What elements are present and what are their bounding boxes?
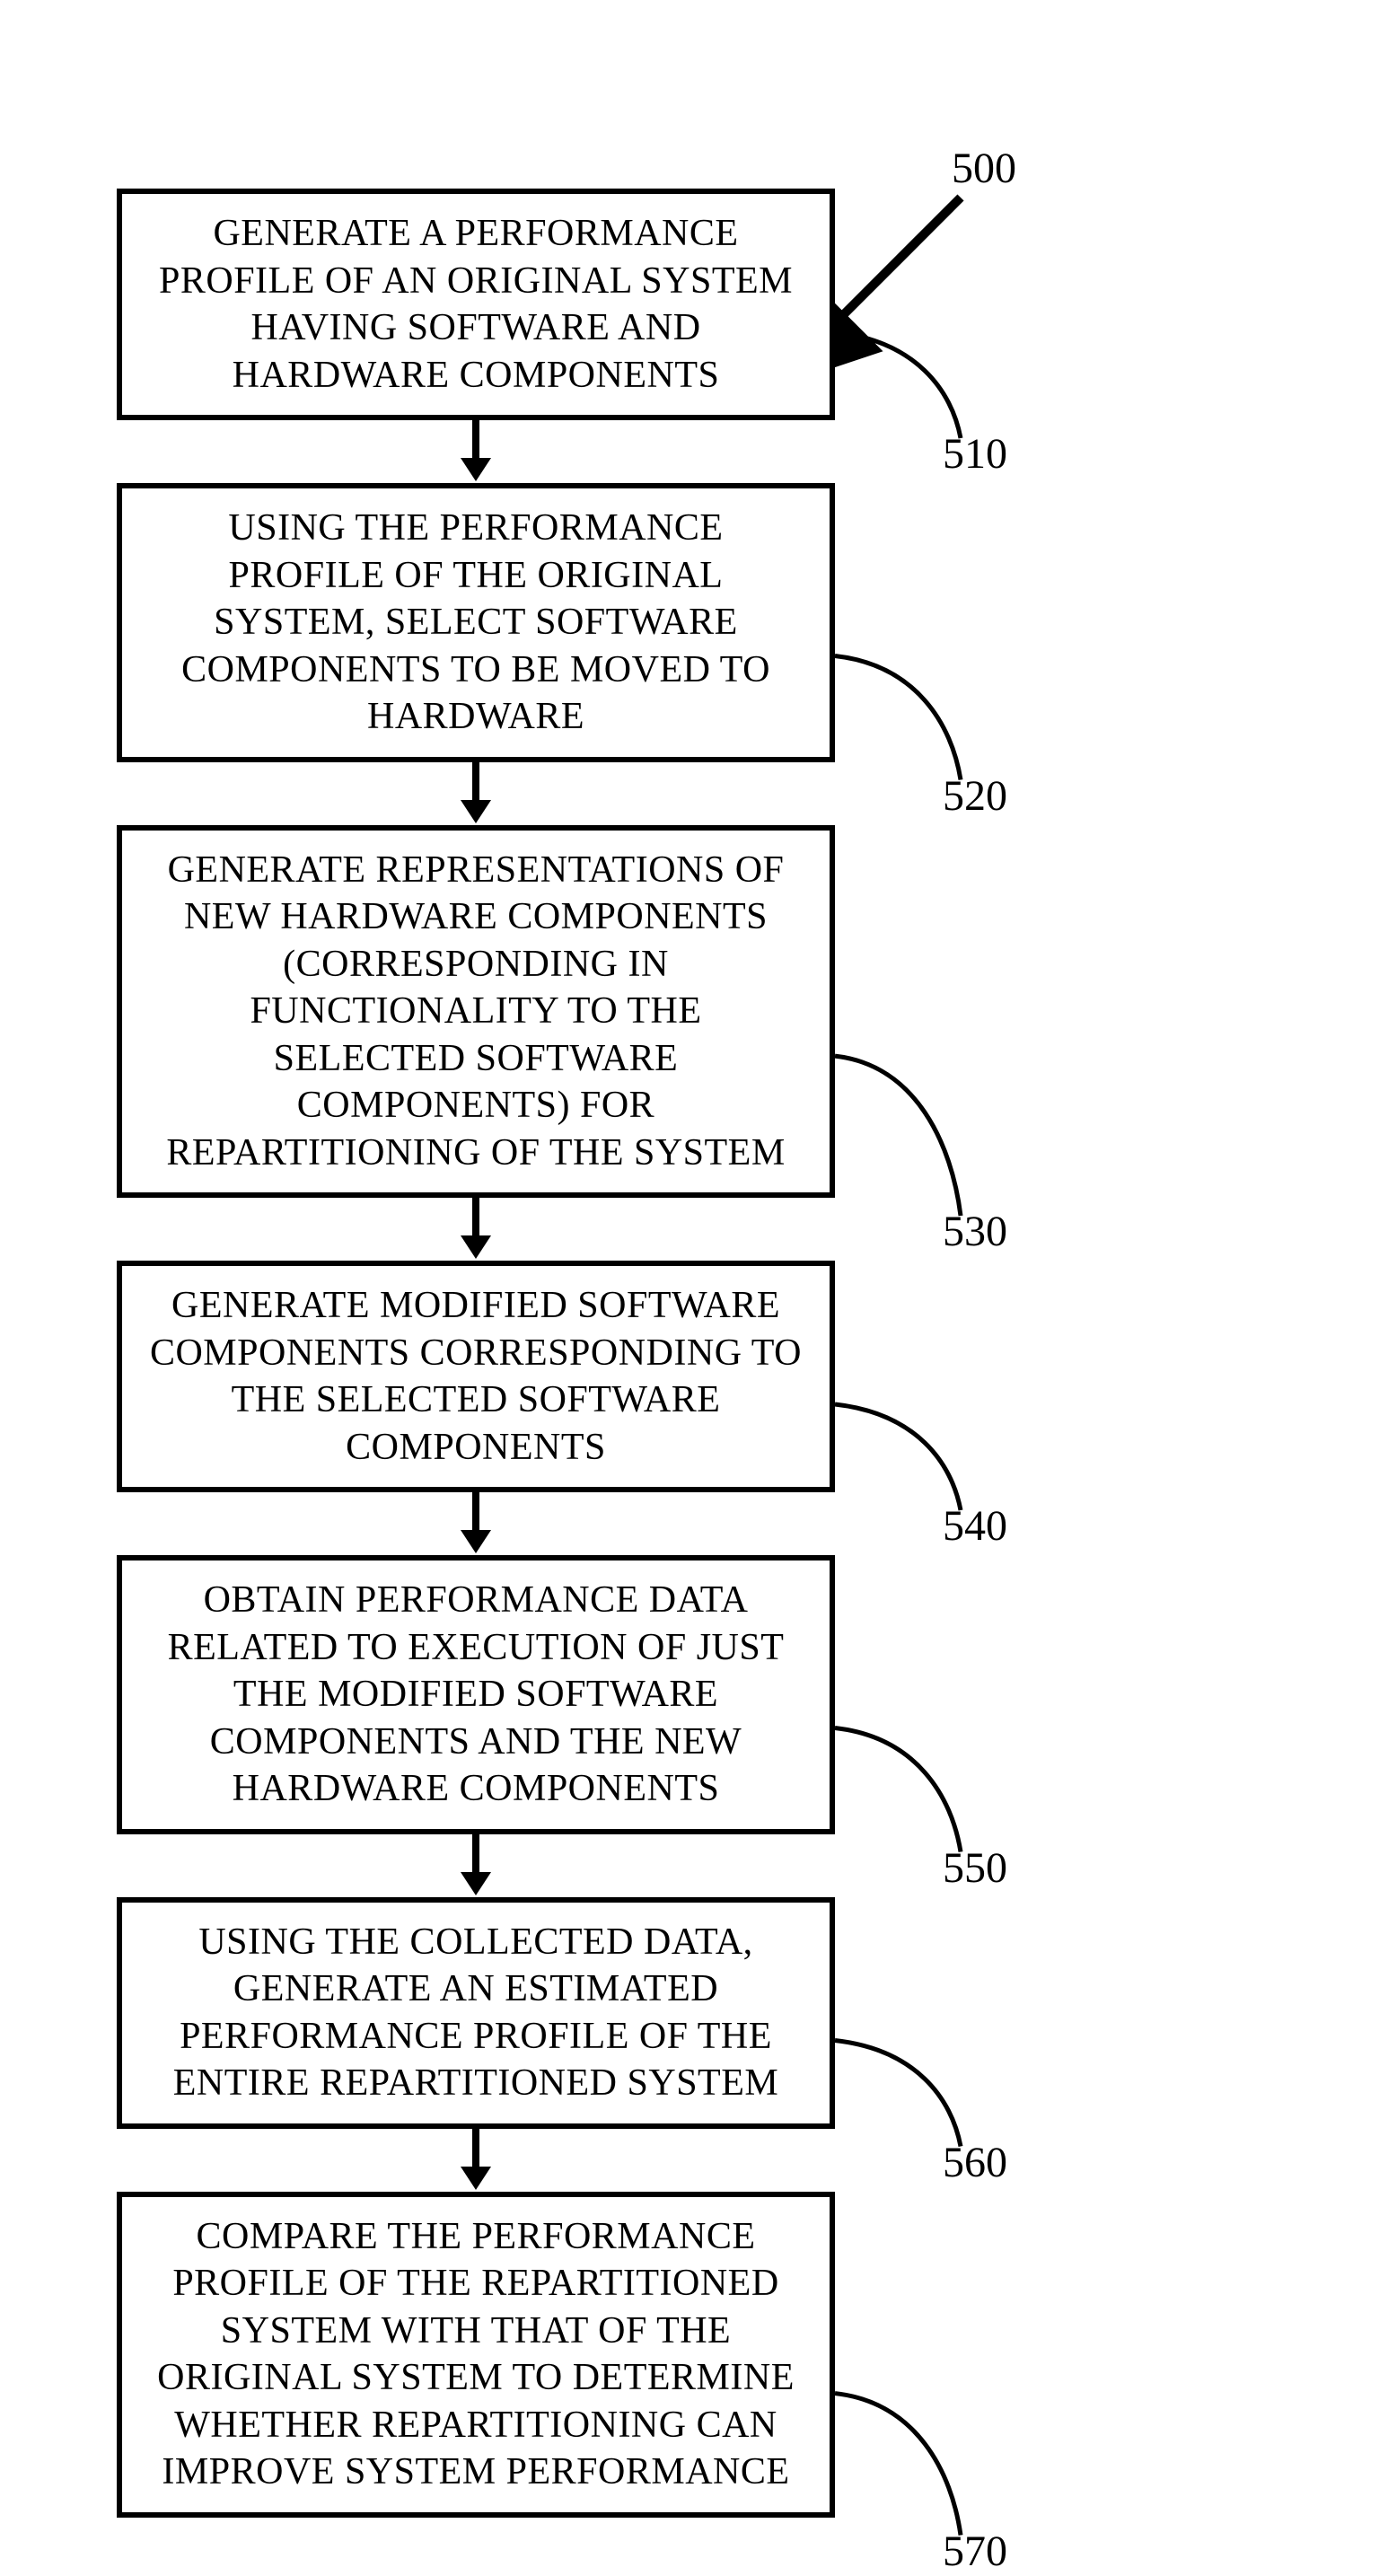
ref-label-540: 540 — [943, 1501, 1007, 1551]
ref-label-530: 530 — [943, 1207, 1007, 1256]
page: 500 GENERATE A PERFORMANCE PROFILE OF AN… — [0, 0, 1388, 2569]
ref-label-570: 570 — [943, 2527, 1007, 2576]
ref-label-560: 560 — [943, 2138, 1007, 2187]
callout-lines-icon — [0, 0, 1388, 2569]
ref-label-550: 550 — [943, 1843, 1007, 1893]
ref-label-510: 510 — [943, 429, 1007, 479]
ref-label-520: 520 — [943, 771, 1007, 821]
